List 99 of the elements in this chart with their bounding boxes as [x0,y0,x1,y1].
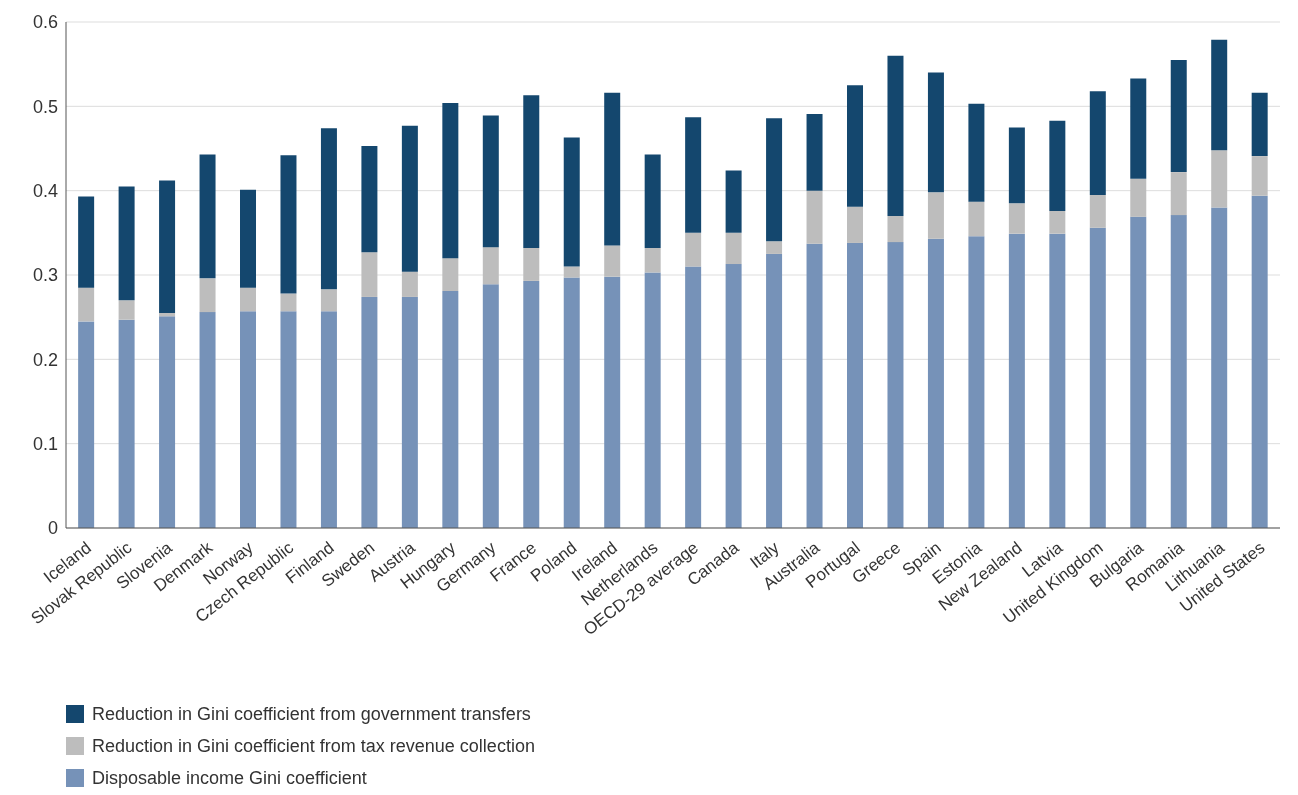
bar [401,271,418,297]
bar [320,311,337,528]
bar [887,215,904,243]
bar [1049,120,1066,211]
bar [1008,203,1025,234]
legend-label: Reduction in Gini coefficient from government transfers [92,703,531,725]
bar [1251,156,1268,196]
bar [78,321,95,528]
y-tick-label: 0.5 [32,96,58,117]
bar [968,103,985,202]
bar [240,287,257,312]
bar [240,189,257,288]
bar [442,291,459,528]
bar [523,248,540,281]
bar [442,102,459,259]
bar [1170,172,1187,216]
bar [1130,178,1147,217]
bar [523,280,540,528]
bar [766,253,783,528]
bar [199,312,216,528]
bar [806,190,823,244]
bar [361,145,378,253]
legend-label: Reduction in Gini coefficient from tax revenue collection [92,735,535,757]
bar [685,232,702,267]
bar [280,311,297,528]
bar [523,95,540,249]
bar [1211,207,1228,528]
y-tick-label: 0 [47,518,58,539]
y-tick-label: 0.6 [32,12,58,33]
bar [1089,91,1106,195]
bar [1008,233,1025,528]
bar [927,72,944,193]
bar [766,241,783,254]
bar [563,137,580,267]
bar [320,128,337,290]
bar [806,113,823,191]
bar [563,277,580,528]
bar [78,287,95,322]
bar [442,258,459,292]
bar [401,125,418,272]
bar [766,118,783,242]
bar [644,248,661,273]
bar [361,296,378,528]
bar [927,192,944,239]
bar [1170,59,1187,173]
bar [240,311,257,528]
bar [199,278,216,313]
bar [118,186,135,301]
bar [1130,78,1147,179]
bar [482,284,499,528]
y-tick-label: 0.3 [32,265,58,286]
y-tick-label: 0.2 [32,349,58,370]
bar [887,242,904,528]
bar [1089,194,1106,228]
bar [847,242,864,528]
bar [320,289,337,312]
bar [806,243,823,528]
bar [118,300,135,320]
bar [644,154,661,249]
bar [1049,210,1066,234]
bar [482,247,499,285]
bar [1211,39,1228,151]
bar [887,55,904,216]
bar [725,170,742,233]
bar [1251,92,1268,157]
y-tick-label: 0.4 [32,181,58,202]
bar [159,316,176,528]
bar [604,245,621,277]
bar [1089,227,1106,528]
bar [685,117,702,233]
bar [118,319,135,528]
bar [927,238,944,528]
bar [199,154,216,279]
bar [847,85,864,207]
bar [563,266,580,278]
bar [604,276,621,528]
bar [361,252,378,297]
bar [685,266,702,528]
bar [1251,195,1268,528]
bar [1008,127,1025,204]
bar [604,92,621,246]
y-tick-label: 0.1 [32,434,58,455]
bar [847,206,864,243]
bar [725,264,742,528]
bar [644,272,661,528]
bar [1049,233,1066,528]
bar [1170,215,1187,528]
bar [159,180,176,313]
bar [482,115,499,248]
legend-label: Disposable income Gini coefficient [92,767,367,789]
bar [1130,216,1147,528]
bar [968,236,985,528]
bar [280,155,297,294]
bar [401,296,418,528]
bar [280,293,297,312]
bar [1211,150,1228,208]
bar [725,232,742,265]
bar [78,196,95,288]
bar [968,201,985,237]
